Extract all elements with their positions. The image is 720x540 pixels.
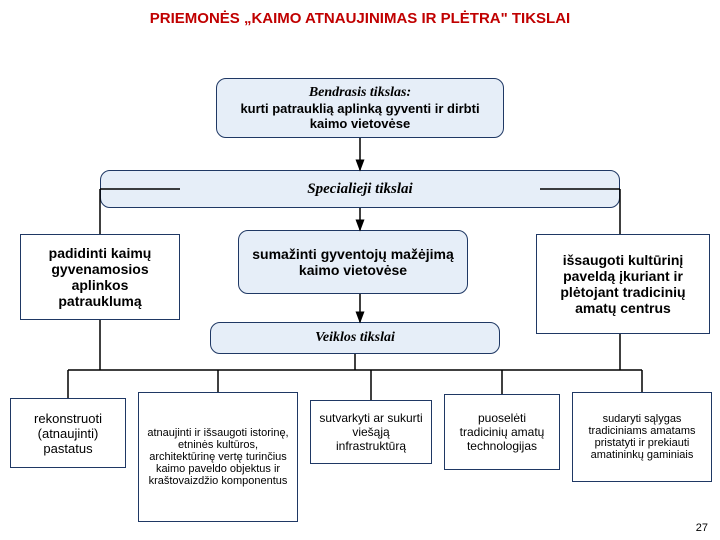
slide-number: 27 (696, 522, 708, 534)
spec-box-text-1: sumažinti gyventojų mažėjimą kaimo vieto… (247, 246, 459, 278)
specialieji-header: Specialieji tikslai (100, 170, 620, 208)
bottom-box-1: atnaujinti ir išsaugoti istorinę, etninė… (138, 392, 298, 522)
bottom-box-text-0: rekonstruoti (atnaujinti) pastatus (19, 411, 117, 456)
bendrasis-tikslas-box: Bendrasis tikslas:kurti patrauklią aplin… (216, 78, 504, 138)
bottom-box-text-3: puoselėti tradicinių amatų technologijas (453, 411, 551, 453)
bottom-box-4: sudaryti sąlygas tradiciniams amatams pr… (572, 392, 712, 482)
specialieji-label: Specialieji tikslai (307, 181, 412, 198)
spec-box-text-0: padidinti kaimų gyvenamosios aplinkos pa… (29, 245, 171, 309)
spec-box-text-2: išsaugoti kultūrinį paveldą įkuriant ir … (545, 252, 701, 316)
veiklos-header: Veiklos tikslai (210, 322, 500, 354)
diagram-title: PRIEMONĖS „KAIMO ATNAUJINIMAS IR PLĖTRA"… (0, 0, 720, 28)
spec-box-2: išsaugoti kultūrinį paveldą įkuriant ir … (536, 234, 710, 334)
bottom-box-text-2: sutvarkyti ar sukurti viešąją infrastruk… (319, 411, 423, 453)
bottom-box-text-4: sudaryti sąlygas tradiciniams amatams pr… (581, 413, 703, 461)
bottom-box-2: sutvarkyti ar sukurti viešąją infrastruk… (310, 400, 432, 464)
spec-box-0: padidinti kaimų gyvenamosios aplinkos pa… (20, 234, 180, 320)
bottom-box-text-1: atnaujinti ir išsaugoti istorinę, etninė… (147, 427, 289, 487)
bendrasis-heading: Bendrasis tikslas: (309, 85, 411, 101)
bottom-box-0: rekonstruoti (atnaujinti) pastatus (10, 398, 126, 468)
bottom-box-3: puoselėti tradicinių amatų technologijas (444, 394, 560, 470)
spec-box-1: sumažinti gyventojų mažėjimą kaimo vieto… (238, 230, 468, 294)
bendrasis-body: kurti patrauklią aplinką gyventi ir dirb… (225, 101, 495, 131)
veiklos-label: Veiklos tikslai (315, 330, 395, 346)
